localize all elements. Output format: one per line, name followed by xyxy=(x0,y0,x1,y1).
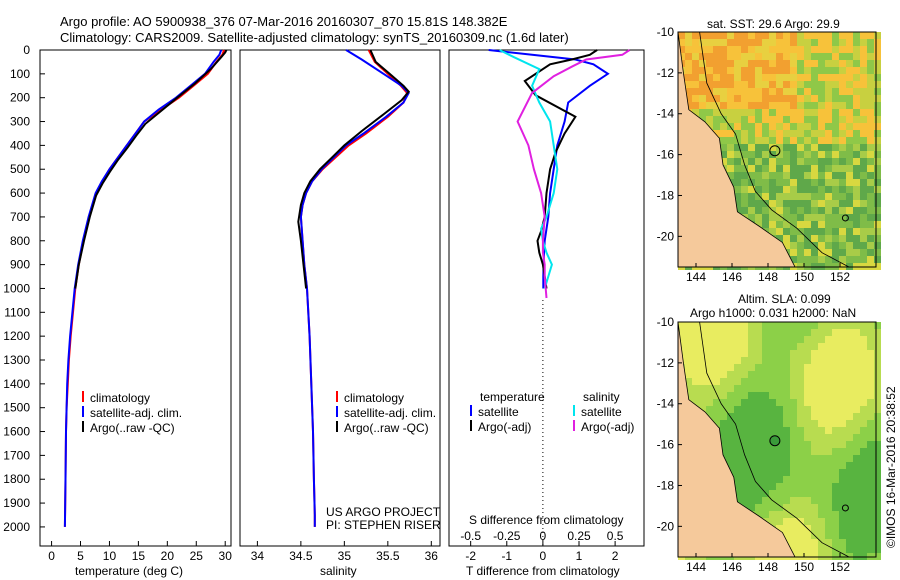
x-tick-label: -2 xyxy=(465,549,476,563)
x-tick-label: 20 xyxy=(161,549,175,563)
legend-salinity-argo: Argo(-adj) xyxy=(581,420,635,434)
y-tick-label: 1300 xyxy=(3,353,30,367)
y-tick-label: 700 xyxy=(10,210,30,224)
y-tick-label: 1400 xyxy=(3,377,30,391)
top-tick-label: 0.25 xyxy=(567,529,591,543)
y-tick-label: 1800 xyxy=(3,472,30,486)
temperature-panel-frame xyxy=(39,49,232,547)
x-tick-label: 5 xyxy=(77,549,84,563)
y-tick-label: 500 xyxy=(10,162,30,176)
series-line xyxy=(297,49,411,289)
salinity-xlabel: salinity xyxy=(320,564,357,578)
temperature-legend: climatology satellite-adj. clim. Argo(..… xyxy=(82,391,183,435)
legend-argo: Argo(..raw -QC) xyxy=(90,421,175,435)
y-tick-label: 600 xyxy=(10,186,30,200)
legend-climatology: climatology xyxy=(344,391,405,405)
y-tick-label: 100 xyxy=(10,67,30,81)
series-line xyxy=(516,49,631,299)
legend-title-salinity: salinity xyxy=(583,390,620,404)
x-tick-label: 10 xyxy=(103,549,117,563)
x-tick-label: 34 xyxy=(251,549,265,563)
salinity-legend: climatology satellite-adj. clim. Argo(..… xyxy=(336,391,437,435)
series-line xyxy=(488,49,610,289)
salinity-panel-frame xyxy=(239,49,441,547)
y-tick-label: 2000 xyxy=(3,520,30,534)
legend-temperature-argo: Argo(-adj) xyxy=(478,420,532,434)
legend-climatology: climatology xyxy=(90,391,151,405)
y-tick-label: 800 xyxy=(10,234,30,248)
salinity-plot: 34 34.5 35 35.5 36 xyxy=(251,49,439,563)
y-tick-label: 0 xyxy=(23,43,30,57)
y-tick-label: 1200 xyxy=(3,329,30,343)
project-line-2: PI: STEPHEN RISER xyxy=(326,518,441,532)
y-tick-label: 1000 xyxy=(3,281,30,295)
series-line xyxy=(74,49,228,289)
y-tick-label: 200 xyxy=(10,91,30,105)
x-tick-label: 2 xyxy=(612,549,619,563)
x-tick-label: 0 xyxy=(540,549,547,563)
difference-xlabel: T difference from climatology xyxy=(466,564,620,578)
temperature-xlabel: temperature (deg C) xyxy=(75,564,184,578)
x-tick-label: 30 xyxy=(219,549,233,563)
y-tick-label: 300 xyxy=(10,115,30,129)
series-line xyxy=(523,49,598,289)
legend-argo: Argo(..raw -QC) xyxy=(344,421,429,435)
figure-title-line-2: Climatology: CARS2009. Satellite-adjuste… xyxy=(60,30,569,45)
x-tick-label: 36 xyxy=(425,549,439,563)
top-tick-label: -0.25 xyxy=(493,529,521,543)
y-tick-label: 1500 xyxy=(3,401,30,415)
series-line xyxy=(499,49,559,289)
legend-temperature-satellite: satellite xyxy=(478,405,519,419)
y-tick-label: 1100 xyxy=(4,305,30,319)
difference-panel-frame xyxy=(448,49,645,547)
legend-salinity-satellite: satellite xyxy=(581,405,622,419)
y-tick-label: 1600 xyxy=(3,425,30,439)
sla-map-subtitle: Argo h1000: 0.031 h2000: NaN xyxy=(690,306,857,320)
x-tick-label: 25 xyxy=(190,549,204,563)
x-tick-label: 35 xyxy=(338,549,352,563)
top-tick-label: 0.5 xyxy=(607,529,624,543)
x-tick-label: 15 xyxy=(132,549,146,563)
sla-map-title: Altim. SLA: 0.099 xyxy=(738,292,831,306)
sst-map-title: sat. SST: 29.6 Argo: 29.9 xyxy=(707,17,840,31)
legend-title-temperature: temperature xyxy=(480,390,545,404)
top-tick-label: -0.5 xyxy=(460,529,481,543)
x-tick-label: 0 xyxy=(48,549,55,563)
x-tick-label: 1 xyxy=(576,549,583,563)
y-tick-label: 400 xyxy=(10,138,30,152)
figure-title-line-1: Argo profile: AO 5900938_376 07-Mar-2016… xyxy=(60,14,508,29)
x-tick-label: 35.5 xyxy=(376,549,400,563)
series-line xyxy=(63,49,223,527)
project-line-1: US ARGO PROJECT xyxy=(326,505,441,519)
series-line xyxy=(299,49,409,527)
temperature-plot: 0 5 10 15 20 25 30 xyxy=(48,49,233,563)
legend-satellite: satellite-adj. clim. xyxy=(90,406,183,420)
y-tick-label: 900 xyxy=(10,258,30,272)
imos-credit: ©IMOS 16-Mar-2016 20:38:52 xyxy=(884,386,898,548)
series-line xyxy=(299,49,410,527)
legend-satellite: satellite-adj. clim. xyxy=(344,406,437,420)
x-tick-label: -1 xyxy=(501,549,512,563)
difference-top-xlabel: S difference from climatology xyxy=(469,513,624,527)
y-tick-label: 1900 xyxy=(3,496,30,510)
x-tick-label: 34.5 xyxy=(289,549,313,563)
y-tick-label: 1700 xyxy=(3,448,30,462)
depth-axis: 0 100 200 300 400 500 600 700 800 900 1000 1100 1200… xyxy=(3,43,45,534)
